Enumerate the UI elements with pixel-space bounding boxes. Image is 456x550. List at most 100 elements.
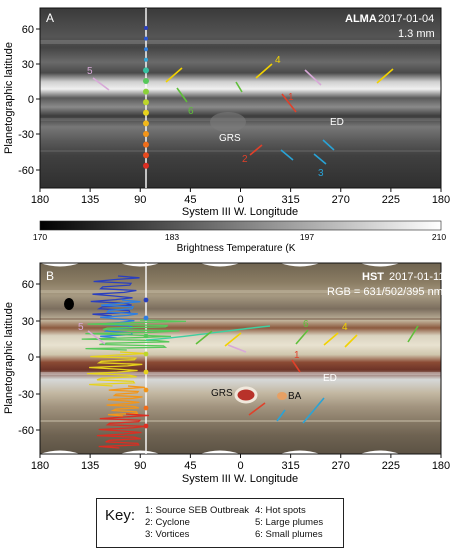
profile-dot: [143, 369, 149, 375]
x-tick-label: 180: [31, 194, 49, 206]
y-tick-label: 60: [22, 24, 34, 36]
alma-arrow-numbers: 5 6 4 1 2 3: [87, 55, 324, 179]
profile-trace: [86, 351, 147, 387]
key-item: 3: Vortices: [145, 529, 190, 540]
arrow-small-plume: [195, 330, 213, 345]
latitude-dot: [143, 131, 149, 137]
panel-a-letter: A: [46, 11, 54, 25]
x-tick-label: 135: [81, 194, 99, 206]
key-column-left: 1: Source SEB Outbreak 2: Cyclone 3: Vor…: [145, 505, 249, 541]
key-item: 4: Hot spots: [255, 505, 306, 516]
colorbar-tick: 170: [33, 232, 47, 242]
latitude-dot: [143, 78, 149, 84]
arrow-large-plume: [227, 344, 247, 353]
arrow-vortex: [313, 153, 327, 165]
profile-dot: [143, 315, 149, 321]
arrow-hot-spot: [224, 332, 242, 347]
x-tick-label: 180: [432, 460, 450, 472]
x-tick-label: 90: [134, 460, 146, 472]
colorbar-ticks: 170 183 197 210: [33, 232, 446, 242]
y-tick-label: 0: [28, 94, 34, 106]
key-item: 5: Large plumes: [255, 517, 324, 528]
arrow-cyclone: [249, 144, 263, 156]
arrow-cyclone: [248, 402, 266, 416]
profile-trace: [145, 325, 271, 341]
x-tick-label: 0: [237, 194, 243, 206]
y-tick-label: -30: [18, 389, 34, 401]
arrow-hot-spot: [165, 67, 183, 83]
alma-number-3: 3: [318, 168, 324, 179]
profile-dot: [143, 297, 149, 303]
arrow-vortex: [276, 409, 286, 422]
alma-grs-feature: [210, 112, 246, 132]
latitude-dot: [143, 120, 149, 127]
profile-trace: [81, 319, 187, 351]
hst-number-6: 6: [303, 319, 309, 330]
alma-ed-label: ED: [330, 117, 344, 128]
hst-date: 2017-01-11: [389, 271, 444, 283]
hst-number-5: 5: [78, 322, 84, 333]
hst-xlabel: System III W. Longitude: [182, 473, 298, 485]
alma-date: 2017-01-04: [378, 13, 434, 25]
latitude-dot: [143, 88, 149, 95]
alma-latitude-dots: [143, 26, 149, 169]
profile-dot: [143, 333, 149, 339]
colorbar-label: Brightness Temperature (K: [177, 243, 296, 254]
hst-number-4: 4: [342, 322, 348, 333]
alma-number-2: 2: [242, 154, 248, 165]
profile-dot: [143, 423, 149, 429]
y-tick-label: 60: [22, 279, 34, 291]
arrow-small-plume: [235, 81, 243, 93]
y-tick-label: -30: [18, 129, 34, 141]
profile-dot: [143, 405, 149, 411]
latitude-dot: [144, 36, 148, 41]
hst-oval-ba: [277, 392, 287, 400]
hst-profile-traces: [81, 275, 271, 449]
profile-trace: [106, 385, 145, 417]
arrow-small-plume: [176, 87, 188, 103]
arrow-large-plume: [304, 69, 322, 86]
hst-texture: [40, 290, 441, 422]
alma-instrument: ALMA: [345, 13, 377, 25]
latitude-dot: [144, 47, 148, 52]
x-tick-label: 315: [281, 460, 299, 472]
key-item: 1: Source SEB Outbreak: [145, 505, 250, 516]
profile-dot: [143, 351, 149, 357]
hst-grs-label: GRS: [211, 388, 233, 399]
hst-instrument: HST: [362, 271, 384, 283]
x-tick-label: 180: [31, 460, 49, 472]
alma-number-6: 6: [188, 106, 194, 117]
x-tick-label: 0: [237, 460, 243, 472]
hst-great-red-spot: [234, 386, 258, 404]
y-tick-label: -60: [18, 165, 34, 177]
x-tick-label: 135: [81, 460, 99, 472]
arrow-outbreak: [281, 93, 297, 113]
x-tick-label: 270: [332, 460, 350, 472]
key-column-right: 4: Hot spots 5: Large plumes 6: Small pl…: [255, 505, 323, 541]
colorbar-tick: 197: [300, 232, 314, 242]
panel-b-letter: B: [46, 269, 54, 283]
hst-ylabel: Planetographic latitude: [3, 302, 15, 414]
colorbar: [39, 220, 442, 231]
hst-moon-shadow: [64, 298, 74, 310]
arrow-vortex: [302, 409, 315, 424]
latitude-dot: [143, 162, 149, 169]
alma-map: [40, 8, 441, 188]
y-tick-label: 0: [28, 352, 34, 364]
arrow-hot-spot: [344, 334, 358, 348]
colorbar-tick: 183: [165, 232, 179, 242]
arrow-hot-spot: [255, 63, 273, 79]
hst-ed-label: ED: [323, 373, 337, 384]
x-tick-label: 315: [281, 194, 299, 206]
arrow-vortex: [313, 397, 325, 411]
alma-wavelength: 1.3 mm: [398, 28, 435, 40]
arrow-vortex: [322, 139, 335, 151]
x-tick-label: 180: [432, 194, 450, 206]
hst-arrows: [87, 325, 419, 424]
key-item: 2: Cyclone: [145, 517, 190, 528]
hst-number-1: 1: [294, 350, 300, 361]
hst-arrow-numbers: 5 6 4 1: [78, 319, 348, 361]
